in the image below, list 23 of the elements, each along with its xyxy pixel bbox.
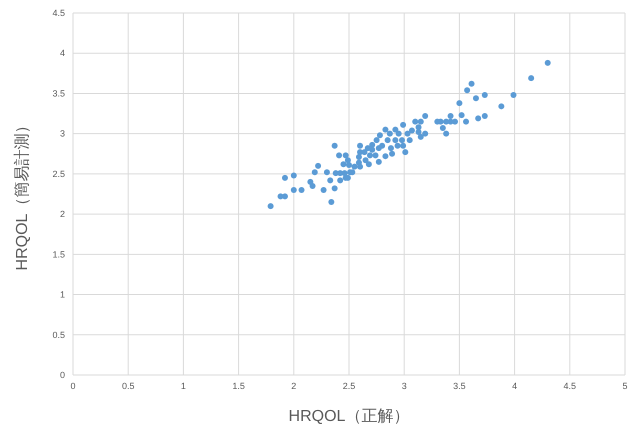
x-tick-label: 0.5	[122, 381, 134, 391]
x-tick-label: 5	[622, 381, 628, 391]
y-tick-label: 3	[60, 128, 65, 139]
x-tick-label: 2	[291, 381, 296, 391]
x-tick-label: 3	[402, 381, 407, 391]
x-tick-label: 1	[180, 381, 186, 391]
y-tick-label: 4.5	[52, 8, 65, 18]
x-tick-label: 0	[70, 381, 76, 391]
y-tick-label: 1.5	[52, 249, 65, 260]
x-tick-label: 4	[512, 381, 518, 391]
x-tick-label: 3.5	[453, 381, 466, 391]
y-axis-title: HRQOL（簡易計測）	[13, 118, 31, 270]
y-tick-label: 2	[60, 209, 65, 220]
y-tick-label: 4	[60, 48, 65, 58]
y-tick-label: 3.5	[52, 88, 65, 98]
y-tick-label: 2.5	[52, 168, 65, 179]
x-tick-label: 1.5	[232, 381, 245, 391]
x-tick-label: 4.5	[564, 381, 576, 391]
y-tick-label: 0	[60, 370, 65, 380]
x-tick-label: 2.5	[342, 381, 356, 391]
x-axis-title: HRQOL（正解）	[288, 408, 410, 425]
y-tick-label: 0.5	[52, 330, 65, 340]
y-tick-label: 1	[60, 290, 65, 300]
